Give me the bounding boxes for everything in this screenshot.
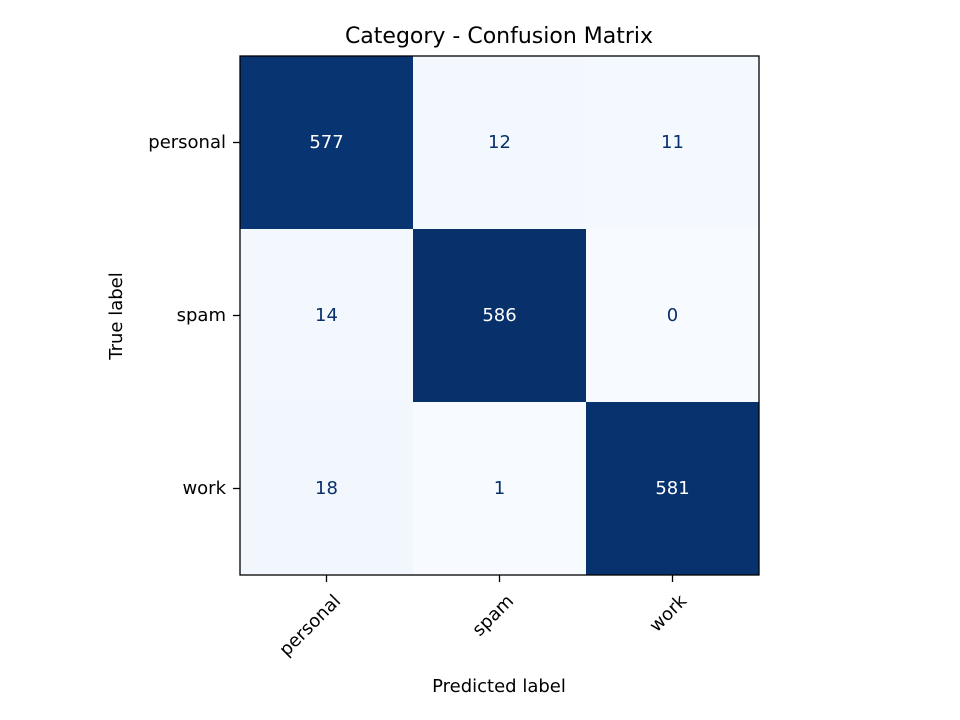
heatmap-cell-work-personal <box>240 402 414 576</box>
heatmap-cells <box>240 56 760 576</box>
x-axis-ticks: personal spam work <box>275 575 691 661</box>
heatmap-cell-personal-work <box>586 56 760 230</box>
cell-value-work-personal: 18 <box>315 478 338 499</box>
heatmap-cell-spam-personal <box>240 229 414 403</box>
cell-value-personal-spam: 12 <box>488 132 511 153</box>
heatmap-cell-work-spam <box>413 402 587 576</box>
x-tick-label-work: work <box>645 590 691 636</box>
cell-value-work-spam: 1 <box>494 478 505 499</box>
y-tick-label-work: work <box>182 478 226 499</box>
heatmap-cell-spam-spam <box>413 229 587 403</box>
heatmap-cell-spam-work <box>586 229 760 403</box>
heatmap-cell-personal-spam <box>413 56 587 230</box>
x-tick-label-spam: spam <box>468 591 518 641</box>
plot-frame <box>239 55 760 576</box>
heatmap-cell-labels: 577 12 11 14 586 0 18 1 581 <box>309 132 689 499</box>
cell-value-spam-work: 0 <box>667 305 678 326</box>
y-axis-ticks: personal spam work <box>148 132 240 499</box>
x-tick-label-personal: personal <box>275 591 345 661</box>
y-axis-label: True label <box>106 272 127 361</box>
heatmap-cell-personal-personal <box>240 56 414 230</box>
y-tick-label-spam: spam <box>177 305 226 326</box>
cell-value-spam-spam: 586 <box>482 305 516 326</box>
cell-value-work-work: 581 <box>655 478 689 499</box>
cell-value-spam-personal: 14 <box>315 305 338 326</box>
cell-value-personal-personal: 577 <box>309 132 343 153</box>
chart-title: Category - Confusion Matrix <box>345 24 653 49</box>
x-axis-label: Predicted label <box>432 676 566 697</box>
cell-value-personal-work: 11 <box>661 132 684 153</box>
heatmap-cell-work-work <box>586 402 760 576</box>
y-tick-label-personal: personal <box>148 132 226 153</box>
